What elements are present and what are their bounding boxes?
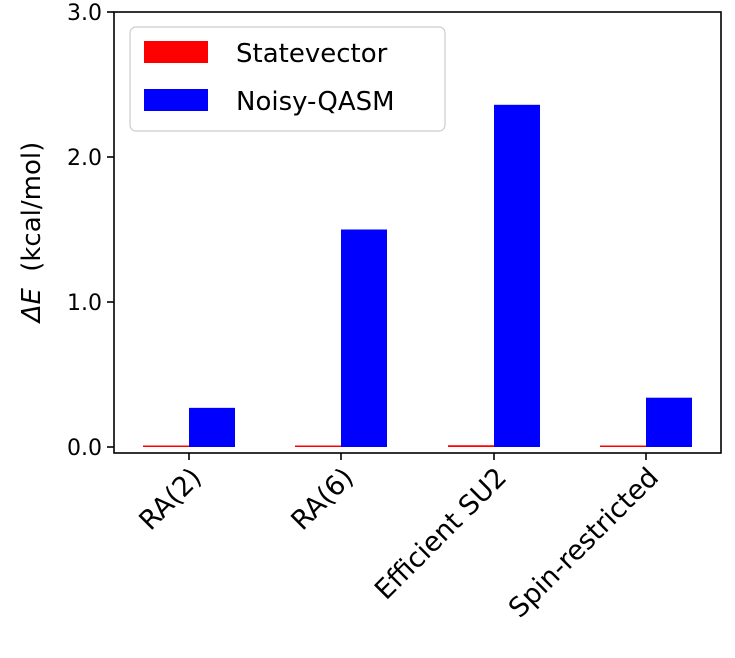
- y-axis-label-symbol: ΔE: [17, 287, 47, 324]
- x-tick-label: Spin-restricted: [503, 462, 665, 624]
- x-tick-label: Efficient SU2: [369, 462, 513, 606]
- bar-noisy-qasm-3: [494, 104, 540, 448]
- bar-statevector-2: [295, 445, 341, 447]
- bar-statevector-3: [448, 445, 494, 447]
- bar-noisy-qasm-4: [646, 397, 692, 447]
- legend-swatch-statevector: [144, 41, 208, 63]
- y-axis-label: ΔE (kcal/mol): [17, 142, 47, 325]
- x-tick-label: RA(6): [285, 462, 360, 537]
- legend-label-statevector: Statevector: [236, 39, 388, 69]
- bar-statevector-4: [600, 445, 646, 447]
- y-ticks: 0.0 1.0 2.0 3.0: [67, 1, 114, 461]
- y-tick-label: 1.0: [67, 291, 102, 316]
- legend-swatch-noisy-qasm: [144, 89, 208, 111]
- bar-noisy-qasm-1: [189, 407, 235, 447]
- bar-statevector-1: [143, 445, 189, 447]
- y-tick-label: 2.0: [67, 146, 102, 171]
- legend: Statevector Noisy-QASM: [129, 26, 446, 132]
- bars-group: [143, 104, 692, 448]
- legend-box: [129, 26, 446, 132]
- legend-label-noisy-qasm: Noisy-QASM: [236, 87, 395, 117]
- y-tick-label: 3.0: [67, 1, 102, 26]
- bar-noisy-qasm-2: [341, 229, 387, 447]
- x-tick-label: RA(2): [133, 462, 208, 537]
- y-tick-label: 0.0: [67, 436, 102, 461]
- axes-frame: [113, 11, 722, 454]
- y-axis-label-unit: (kcal/mol): [17, 142, 47, 272]
